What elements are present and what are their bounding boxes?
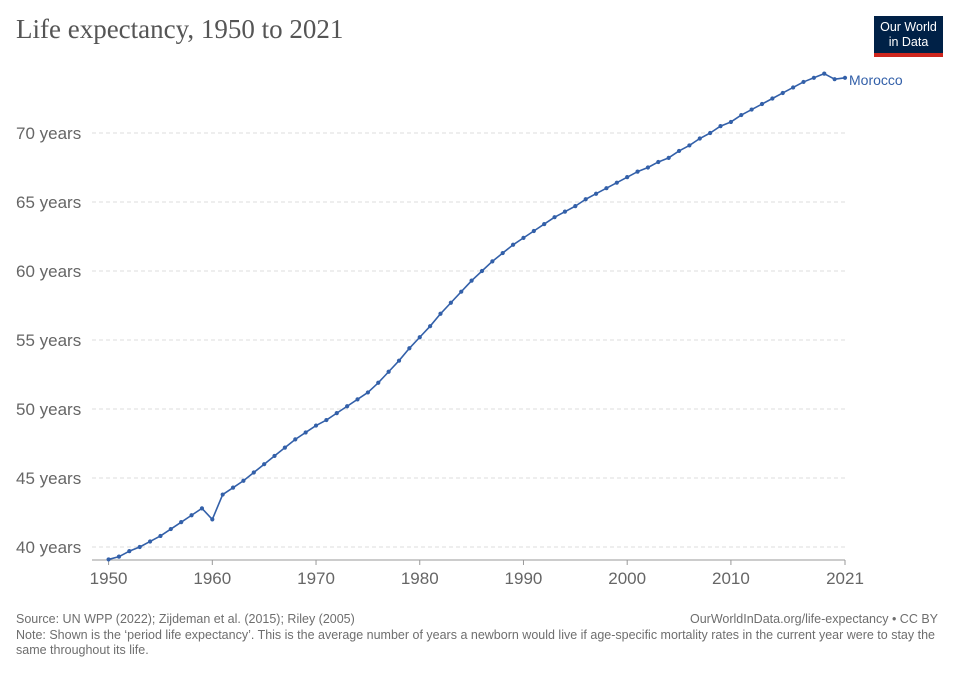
data-point <box>179 520 184 525</box>
data-point <box>438 311 443 316</box>
data-point <box>479 268 485 274</box>
data-point <box>490 259 495 264</box>
data-point <box>386 369 391 374</box>
data-point <box>168 526 173 532</box>
data-point <box>210 517 215 522</box>
y-tick-label: 65 years <box>16 193 81 212</box>
data-point <box>708 130 713 136</box>
data-point <box>396 358 402 363</box>
data-point <box>147 539 153 544</box>
data-point <box>313 423 319 428</box>
data-point <box>791 85 796 90</box>
note-text: Note: Shown is the ‘period life expectan… <box>16 628 935 657</box>
x-tick-label: 1990 <box>505 569 543 588</box>
data-point <box>531 228 536 234</box>
y-tick-label: 60 years <box>16 262 81 281</box>
data-point <box>542 221 547 227</box>
source-url-link[interactable]: OurWorldInData.org/life-expectancy • CC … <box>690 612 938 626</box>
data-point <box>158 533 163 539</box>
x-tick-label: 2021 <box>826 569 864 588</box>
y-tick-label: 40 years <box>16 538 81 557</box>
x-tick-label: 2010 <box>712 569 750 588</box>
data-point <box>334 411 339 416</box>
data-point <box>728 119 734 125</box>
data-point <box>376 380 381 385</box>
data-point <box>718 124 723 129</box>
data-point <box>137 544 142 550</box>
data-point <box>842 75 848 80</box>
data-point <box>604 186 609 191</box>
data-point <box>521 235 526 240</box>
data-point <box>562 209 568 214</box>
data-point <box>739 112 744 118</box>
data-point <box>407 346 412 351</box>
data-point <box>448 300 453 305</box>
x-tick-label: 1980 <box>401 569 439 588</box>
data-point <box>220 492 225 497</box>
data-point <box>645 165 651 170</box>
x-tick-label: 1950 <box>90 569 128 588</box>
x-tick-label: 2000 <box>608 569 646 588</box>
data-point <box>656 159 661 165</box>
data-point <box>428 324 433 329</box>
data-point <box>625 175 630 180</box>
source-text: Source: UN WPP (2022); Zijdeman et al. (… <box>16 612 355 626</box>
data-point <box>759 101 765 107</box>
data-point <box>770 96 775 101</box>
data-point <box>697 136 702 141</box>
data-point <box>666 155 671 160</box>
data-point <box>262 462 267 467</box>
y-tick-label: 70 years <box>16 124 81 143</box>
data-point <box>127 549 132 554</box>
data-point <box>345 404 350 409</box>
logo-text-line2: in Data <box>888 35 929 49</box>
data-point <box>272 453 277 459</box>
data-point <box>293 437 298 442</box>
data-point <box>614 180 619 185</box>
data-point <box>832 77 837 82</box>
y-tick-label: 45 years <box>16 469 81 488</box>
data-point <box>749 107 754 112</box>
data-point <box>189 513 194 518</box>
data-point <box>251 470 256 475</box>
data-point <box>324 417 329 423</box>
data-point <box>583 197 588 202</box>
data-point <box>510 242 516 247</box>
data-point <box>241 478 246 483</box>
data-point <box>635 169 640 174</box>
data-point <box>365 390 370 395</box>
data-point <box>573 204 578 209</box>
data-point <box>417 335 422 340</box>
data-point <box>282 445 288 450</box>
series-line <box>108 72 846 561</box>
data-point <box>780 90 785 96</box>
data-point <box>552 215 557 220</box>
data-point <box>822 71 827 76</box>
data-point <box>676 148 682 154</box>
x-tick-label: 1960 <box>193 569 231 588</box>
y-tick-label: 55 years <box>16 331 81 350</box>
data-point <box>303 430 308 435</box>
data-point <box>459 289 464 294</box>
data-point <box>687 143 692 148</box>
data-point <box>116 554 122 559</box>
line-chart: 40 years 45 years 50 years 55 years 60 years… <box>16 71 903 588</box>
x-tick-label: 1970 <box>297 569 335 588</box>
chart-title: Life expectancy, 1950 to 2021 <box>16 14 344 44</box>
data-point <box>811 75 816 80</box>
data-point <box>106 557 111 562</box>
data-point <box>500 250 505 256</box>
data-point <box>593 191 599 196</box>
data-point <box>469 278 474 283</box>
y-tick-label: 50 years <box>16 400 81 419</box>
owid-logo[interactable]: Our World in Data <box>874 16 943 57</box>
data-point <box>199 506 205 511</box>
data-point <box>230 485 236 490</box>
data-point <box>355 397 360 402</box>
data-point <box>801 79 806 85</box>
logo-text-line1: Our World <box>880 20 937 34</box>
series-label: Morocco <box>849 72 903 88</box>
